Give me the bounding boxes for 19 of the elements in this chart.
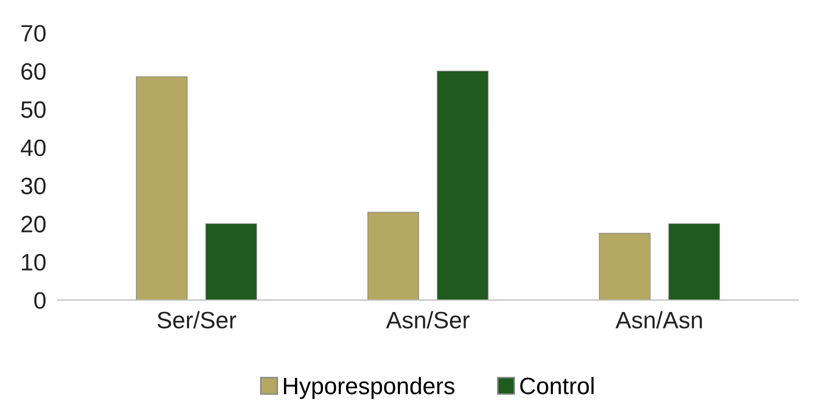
y-tick-label: 20 [21,216,46,232]
legend-label: Hyporesponders [284,376,454,399]
bar [598,232,651,300]
bar [367,212,420,300]
bar [436,70,488,300]
x-tick-label: Asn/Asn [616,311,702,328]
y-tick-label: 70 [21,24,46,42]
bar [668,223,720,300]
y-tick-label: 50 [21,101,46,118]
y-tick-label: 60 [21,63,46,80]
y-tick-label: 40 [20,139,46,156]
y-tick-label: 30 [21,178,46,194]
bar [205,223,258,300]
x-tick-label: Asn/Ser [386,311,470,328]
legend-label: Control [520,376,594,394]
x-tick-label: Ser/Ser [158,311,236,328]
bar [136,76,188,300]
y-tick-label: 10 [22,254,46,271]
y-tick-label: 0 [34,292,46,309]
